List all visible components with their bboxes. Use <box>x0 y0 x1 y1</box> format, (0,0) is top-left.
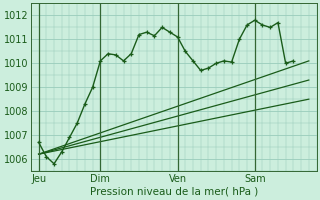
X-axis label: Pression niveau de la mer( hPa ): Pression niveau de la mer( hPa ) <box>90 187 258 197</box>
